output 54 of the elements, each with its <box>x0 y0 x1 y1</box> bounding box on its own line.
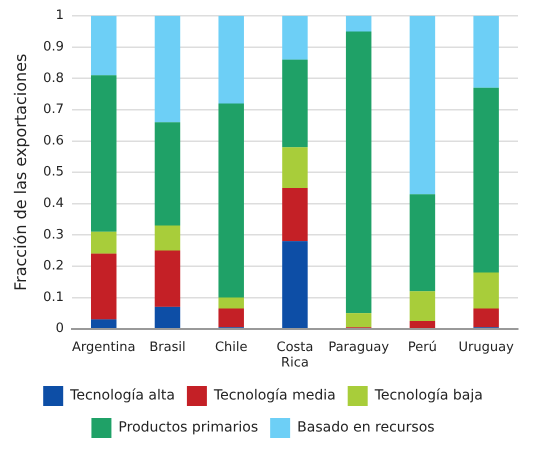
bar <box>218 16 244 104</box>
legend-label: Tecnología media <box>212 388 336 404</box>
bar <box>282 60 308 148</box>
y-tick-label: 1 <box>56 8 64 24</box>
bar <box>154 122 180 226</box>
y-tick-label: 0.3 <box>43 227 64 242</box>
bar <box>346 16 372 32</box>
bar <box>282 188 308 242</box>
y-tick-label: 0.2 <box>43 258 64 274</box>
bar <box>90 232 116 254</box>
bar <box>90 75 116 232</box>
bar <box>154 16 180 122</box>
legend-label: Productos primarios <box>118 420 258 436</box>
bar <box>90 319 116 328</box>
legend-label: Tecnología baja <box>374 388 483 404</box>
y-tick-label: 0.1 <box>43 290 64 305</box>
y-tick-label: 0.5 <box>43 164 64 180</box>
y-tick-label: 0.4 <box>43 196 64 211</box>
bar <box>346 31 372 314</box>
y-tick-label: 0.6 <box>43 133 64 148</box>
x-tick-label: Perú <box>408 340 437 355</box>
x-tick-label: Paraguay <box>328 340 390 355</box>
y-tick-label: 0.9 <box>43 39 64 54</box>
x-tick-label: Uruguay <box>458 340 514 355</box>
legend-label: Tecnología alta <box>69 388 175 404</box>
legend-label: Basado en recursos <box>297 420 435 436</box>
bar <box>410 291 436 321</box>
bar <box>90 254 116 320</box>
bar <box>282 16 308 60</box>
x-tick-label: Chile <box>214 340 248 355</box>
bar <box>154 250 180 307</box>
bar <box>154 226 180 251</box>
bar <box>410 194 436 292</box>
bar <box>218 298 244 308</box>
bar <box>473 308 499 328</box>
bar <box>410 320 436 328</box>
bar <box>282 147 308 188</box>
bar <box>218 308 244 328</box>
bar <box>473 16 499 88</box>
y-tick-label: 0.7 <box>43 102 64 118</box>
bar <box>90 16 116 76</box>
y-tick-label: 0.8 <box>43 70 64 86</box>
x-tick-label: Brasil <box>149 340 186 355</box>
bar <box>473 272 499 308</box>
x-tick-label: Argentina <box>72 340 136 355</box>
bar <box>410 16 436 194</box>
x-tick-label: Costa Rica <box>276 340 314 371</box>
y-tick-label: 0 <box>56 321 64 336</box>
bar <box>154 306 180 328</box>
bar <box>218 103 244 298</box>
bar <box>346 313 372 328</box>
y-axis-title: Fracción de las exportaciones <box>10 54 30 291</box>
bar <box>282 241 308 328</box>
bar <box>473 88 499 272</box>
